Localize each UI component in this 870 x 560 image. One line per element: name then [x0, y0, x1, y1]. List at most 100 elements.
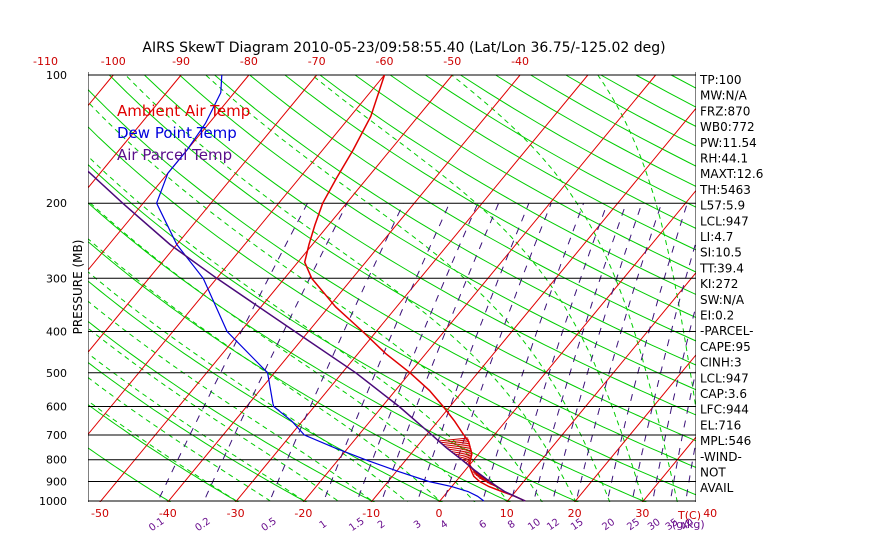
bottom-temp-unit: T(C): [677, 509, 701, 522]
cape-hatch-line: [451, 447, 472, 452]
dry-adiabat: [777, 75, 870, 510]
mixing-ratio-line: [631, 240, 696, 502]
mixing-ratio-line: [510, 203, 608, 502]
cape-hatch-line: [446, 444, 471, 449]
stat-line: NOT: [700, 466, 726, 480]
dry-adiabat: [88, 202, 580, 502]
pressure-tick-label: 900: [46, 476, 67, 489]
isotherm: [839, 75, 870, 510]
dry-adiabat: [88, 404, 240, 502]
moist-adiabat: [125, 74, 577, 502]
mixing-ratio-unit: (g/kg): [672, 518, 705, 531]
isotherm: [167, 74, 521, 502]
cape-hatch-line: [463, 457, 471, 462]
stat-line: TP:100: [699, 73, 742, 87]
pressure-tick-label: 1000: [39, 495, 67, 508]
pressure-tick-label: 100: [46, 69, 67, 82]
top-temp-tick-label: -50: [443, 55, 461, 68]
dry-adiabat: [88, 447, 172, 502]
pressure-tick-label: 200: [46, 197, 67, 210]
cape-hatch-line: [459, 454, 472, 459]
dry-adiabat: [249, 74, 696, 342]
top-temp-tick-label: -90: [172, 55, 190, 68]
cape-hatch-line: [442, 441, 470, 446]
mixing-ratio-line: [380, 203, 500, 502]
pressure-tick-label: 300: [46, 272, 67, 285]
stat-line: CAP:3.6: [700, 387, 747, 401]
isotherm: [99, 74, 453, 502]
pressure-tick-label: 700: [46, 429, 67, 442]
dry-adiabat: [179, 74, 696, 391]
stat-line: LFC:944: [700, 403, 749, 417]
isotherm: [573, 354, 696, 502]
dry-adiabat: [847, 75, 870, 510]
pressure-tick-label: 400: [46, 325, 67, 338]
dry-adiabat: [389, 74, 696, 251]
series-lines: [88, 74, 526, 502]
dry-adiabat: [214, 74, 696, 366]
dry-adiabat: [812, 75, 870, 510]
mixing-ratio-line: [443, 203, 552, 502]
stat-line: MPL:546: [700, 434, 751, 448]
top-temp-tick-label: -40: [511, 55, 529, 68]
isotherm: [370, 107, 696, 502]
stat-line: TH:5463: [699, 183, 751, 197]
dry-adiabat: [741, 75, 870, 510]
bottom-temp-tick-label: -20: [294, 507, 312, 520]
top-temp-tick-label: -70: [308, 55, 326, 68]
moist-adiabat: [88, 200, 476, 502]
mixing-ratio-label: 1: [318, 519, 330, 532]
series-ambient-air-temp: [303, 74, 526, 502]
mixing-ratio-line: [268, 202, 405, 502]
dry-adiabat: [425, 74, 696, 229]
bottom-temp-tick-label: 0: [436, 507, 443, 520]
legend: Ambient Air Temp Dew Point Temp Air Parc…: [117, 102, 250, 164]
top-temp-tick-label: -110: [33, 55, 58, 68]
dry-adiabat: [108, 74, 696, 442]
chart-title: AIRS SkewT Diagram 2010-05-23/09:58:55.4…: [142, 40, 665, 56]
bottom-temp-tick-label: -40: [159, 507, 177, 520]
dry-adiabat: [88, 88, 696, 468]
bottom-temp-tick-label: -30: [227, 507, 245, 520]
stat-line: EI:0.2: [700, 309, 734, 323]
dry-adiabat: [88, 240, 512, 502]
mixing-ratio-line: [533, 203, 627, 502]
isotherm: [0, 75, 45, 510]
stat-line: EL:716: [700, 418, 741, 432]
isotherm: [506, 271, 696, 502]
mixing-ratio-line: [202, 202, 348, 502]
pressure-tick-label: 500: [46, 367, 67, 380]
moist-adiabat: [205, 74, 611, 502]
legend-ambient-air-temp: Ambient Air Temp: [117, 102, 250, 120]
stat-line: LCL:947: [700, 214, 749, 228]
isotherm: [234, 74, 589, 502]
mixing-ratio-label: 6: [477, 519, 489, 532]
stat-line: RH:44.1: [700, 152, 748, 166]
top-temp-tick-label: -60: [375, 55, 393, 68]
cape-hatch-line: [453, 449, 472, 454]
mixing-ratio-line: [606, 203, 688, 502]
dry-adiabat: [319, 74, 696, 296]
dry-adiabat: [460, 74, 696, 208]
mixing-ratio-line: [481, 203, 585, 502]
dry-adiabat: [88, 361, 308, 502]
cape-hatch-line: [440, 439, 469, 444]
bottom-temp-tick-label: 10: [500, 507, 514, 520]
stat-line: L57:5.9: [700, 199, 745, 213]
dry-adiabat: [88, 163, 647, 502]
mixing-ratio-line: [416, 203, 530, 502]
legend-dew-point-temp: Dew Point Temp: [117, 124, 237, 142]
isotherm: [88, 74, 385, 436]
moist-adiabat: [88, 155, 510, 502]
moist-adiabat: [88, 352, 307, 502]
stat-line: LI:4.7: [700, 230, 733, 244]
stat-line: FRZ:870: [700, 104, 750, 118]
cape-hatch-line: [448, 446, 471, 451]
cape-hatch-line: [461, 456, 471, 461]
top-temp-tick-label: -80: [240, 55, 258, 68]
moist-adiabat: [451, 74, 678, 502]
mixing-ratio-label: 10: [526, 517, 543, 533]
mixing-ratio-line: [156, 202, 308, 502]
stat-line: -PARCEL-: [700, 324, 754, 338]
